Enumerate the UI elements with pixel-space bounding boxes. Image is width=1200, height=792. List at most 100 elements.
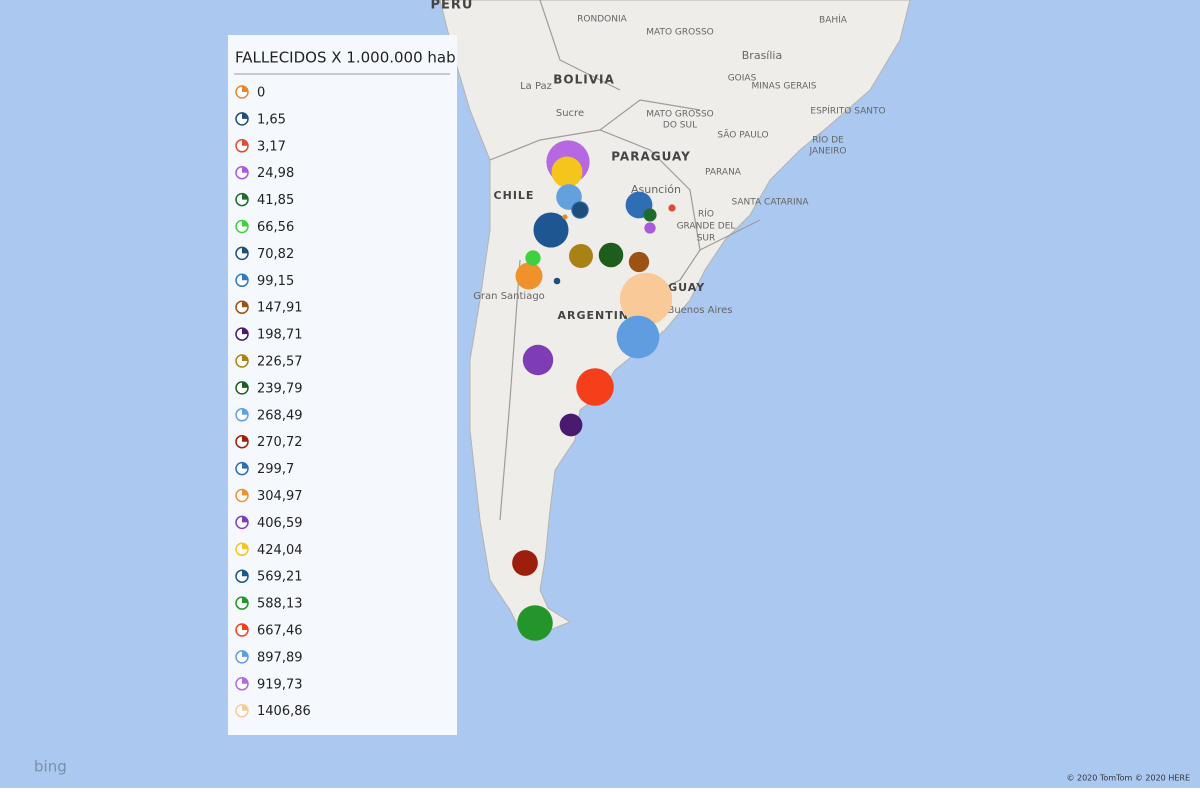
provider-logo: bing	[34, 758, 67, 776]
bubble	[643, 208, 657, 222]
place-label: JANEIRO	[808, 147, 846, 157]
bubble	[562, 214, 568, 220]
place-label: DO SUL	[663, 121, 697, 131]
place-label: PARANA	[705, 168, 742, 178]
legend-swatch-fill	[242, 139, 248, 146]
legend-swatch-fill	[242, 704, 248, 711]
place-label: Buenos Aires	[667, 305, 732, 316]
bubble	[551, 156, 583, 188]
legend-swatch-fill	[242, 247, 248, 254]
bubble	[598, 242, 624, 268]
legend-label: 24,98	[257, 166, 294, 181]
legend-swatch-fill	[242, 489, 248, 496]
legend-swatch-fill	[242, 328, 248, 335]
legend-swatch-fill	[242, 677, 248, 684]
bubble	[576, 368, 614, 406]
legend-swatch-fill	[242, 220, 248, 227]
place-label: BAHÍA	[819, 14, 848, 26]
legend-swatch-fill	[242, 381, 248, 388]
bubble	[533, 212, 569, 248]
legend-swatch-fill	[242, 193, 248, 200]
legend-swatch-fill	[242, 86, 248, 92]
place-label: SÃO PAULO	[717, 130, 768, 141]
legend-label: 239,79	[257, 381, 303, 396]
bubble	[572, 202, 588, 218]
legend-label: 1,65	[257, 112, 286, 127]
place-label: MINAS GERAIS	[752, 82, 817, 92]
copyright: © 2020 TomTom © 2020 HERE	[1066, 774, 1190, 783]
legend-swatch-fill	[242, 166, 248, 173]
bubble	[628, 251, 650, 273]
legend-swatch-fill	[242, 274, 248, 281]
legend-swatch-fill	[242, 543, 248, 550]
place-label: PARAGUAY	[611, 150, 691, 164]
place-label: Gran Santiago	[473, 291, 545, 302]
legend-swatch-fill	[242, 570, 248, 577]
legend-swatch-fill	[242, 462, 248, 469]
place-label: ESPÍRITO SANTO	[810, 105, 885, 117]
place-label: Brasília	[742, 49, 782, 62]
legend-label: 304,97	[257, 489, 303, 504]
legend-label: 919,73	[257, 677, 303, 692]
place-label: BOLIVIA	[553, 73, 615, 87]
place-label: Sucre	[556, 108, 584, 119]
place-label: La Paz	[520, 81, 552, 92]
legend-label: 1406,86	[257, 704, 311, 719]
bubble	[559, 413, 583, 437]
legend-label: 99,15	[257, 274, 294, 289]
bubble	[512, 550, 538, 576]
legend-swatch-fill	[242, 597, 248, 604]
legend-label: 268,49	[257, 408, 303, 423]
legend-label: 226,57	[257, 355, 303, 370]
place-label: RONDONIA	[577, 15, 627, 25]
legend-title: FALLECIDOS X 1.000.000 hab	[235, 49, 456, 67]
legend-swatch-fill	[242, 435, 248, 442]
place-label: SANTA CATARINA	[731, 198, 809, 208]
legend-label: 406,59	[257, 516, 303, 531]
legend-swatch-fill	[242, 624, 248, 630]
legend-label: 588,13	[257, 597, 303, 612]
legend-label: 147,91	[257, 301, 303, 316]
legend-label: 569,21	[257, 570, 303, 585]
place-label: MATO GROSSO	[646, 110, 714, 120]
legend-swatch-fill	[242, 112, 248, 119]
place-label: ARGENTINA	[557, 309, 638, 322]
bubble	[517, 605, 553, 641]
place-label: SUR	[697, 234, 716, 244]
place-label: PERU	[431, 0, 474, 13]
place-label: GOIAS	[728, 74, 757, 84]
bubble	[525, 250, 541, 266]
bubble	[522, 344, 554, 376]
place-label: CHILE	[494, 189, 535, 202]
legend-label: 299,7	[257, 462, 294, 477]
legend-panel	[228, 35, 457, 735]
bubble	[553, 277, 561, 285]
legend-swatch-fill	[242, 516, 248, 523]
bubble	[569, 244, 593, 268]
bubble	[668, 204, 676, 212]
bubble	[616, 315, 660, 359]
legend-swatch-fill	[242, 650, 248, 657]
place-label: RÍO	[698, 208, 714, 220]
legend-label: 897,89	[257, 650, 303, 665]
legend-label: 270,72	[257, 435, 303, 450]
legend-label: 198,71	[257, 328, 303, 343]
legend-label: 667,46	[257, 624, 303, 639]
legend-label: 66,56	[257, 220, 294, 235]
legend-label: 0	[257, 86, 265, 101]
place-label: GRANDE DEL	[677, 222, 736, 232]
legend-label: 70,82	[257, 247, 294, 262]
bubble	[619, 272, 673, 326]
bubble	[644, 222, 656, 234]
place-label: MATO GROSSO	[646, 28, 714, 38]
legend-label: 3,17	[257, 139, 286, 154]
legend-swatch-fill	[242, 355, 248, 361]
legend-label: 424,04	[257, 543, 303, 558]
borders	[489, 0, 761, 521]
legend-swatch-fill	[242, 408, 248, 415]
legend-label: 41,85	[257, 193, 294, 208]
legend-swatch-fill	[242, 301, 248, 308]
bubble	[515, 262, 543, 290]
place-label: RÍO DE	[812, 134, 844, 146]
